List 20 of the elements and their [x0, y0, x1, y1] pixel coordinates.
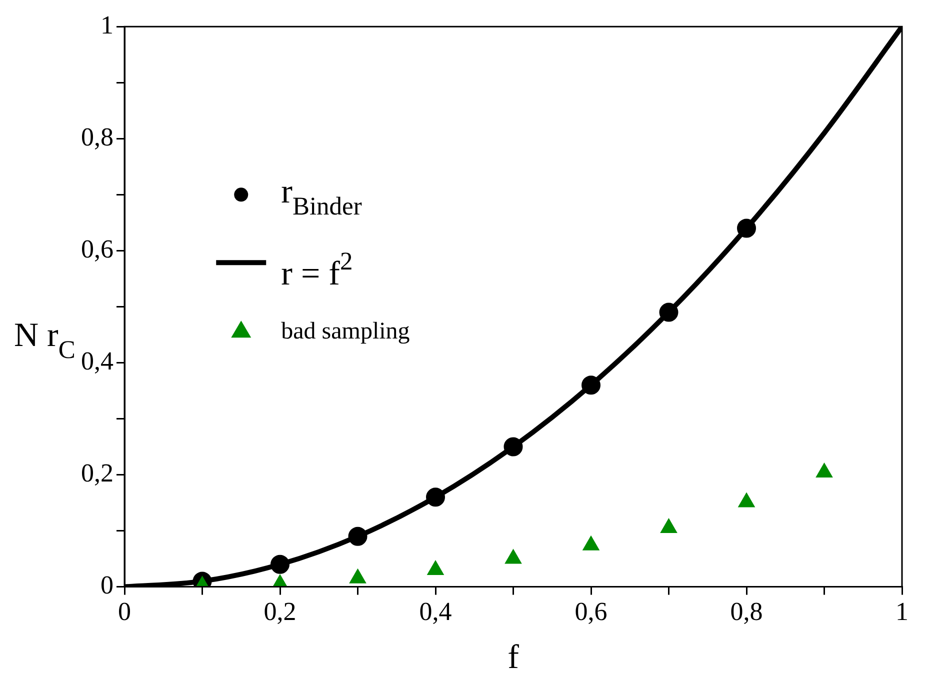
y-tick-label: 0,8 [81, 122, 114, 152]
x-tick-label: 0,4 [419, 597, 452, 626]
x-tick-label: 0,8 [730, 597, 763, 626]
x-tick-label: 1 [896, 597, 908, 626]
point [660, 518, 678, 533]
point [504, 549, 522, 564]
y-tick-label: 0,6 [81, 234, 114, 264]
y-tick-label: 0,4 [81, 346, 114, 376]
legend-label: bad sampling [281, 318, 410, 345]
point [349, 568, 366, 584]
point [582, 536, 600, 550]
point [816, 463, 833, 478]
x-axis-title: f [508, 639, 520, 676]
x-tick-label: 0,2 [264, 597, 296, 626]
y-tick-label: 1 [100, 10, 114, 40]
y-tick-label: 0,2 [81, 458, 114, 488]
y-tick-label: 0 [100, 570, 114, 600]
x-tick-label: 0,6 [574, 597, 608, 626]
point [738, 492, 755, 508]
point [427, 560, 444, 575]
